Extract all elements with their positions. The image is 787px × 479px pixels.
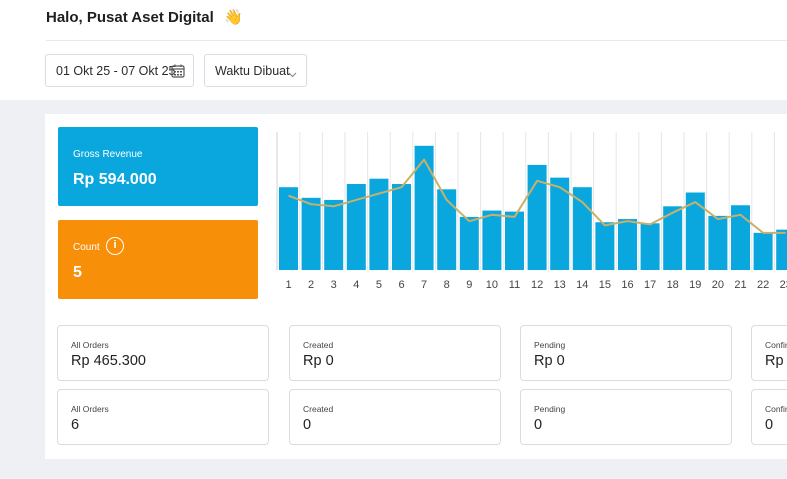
x-tick-label: 13 <box>554 279 566 291</box>
chart-bar[interactable] <box>369 178 389 270</box>
order-summary-card[interactable]: Pending Rp 0 <box>520 325 732 381</box>
order-summary-card[interactable]: All Orders 6 <box>57 389 269 445</box>
gross-revenue-value: Rp 594.000 <box>73 171 157 188</box>
count-label: Count <box>73 242 100 253</box>
order-card-title: Pending <box>534 340 566 350</box>
order-card-title: Created <box>303 404 334 414</box>
order-card-title: All Orders <box>71 404 109 414</box>
page-greeting: Halo, Pusat Aset Digital 👋 <box>46 8 243 26</box>
sort-by-select[interactable]: Waktu Dibuat <box>204 54 307 87</box>
chart-bar[interactable] <box>663 206 683 270</box>
order-card-title: Confir <box>765 404 787 414</box>
x-tick-label: 12 <box>531 279 543 291</box>
x-tick-label: 7 <box>421 279 427 291</box>
chart-bar[interactable] <box>708 215 728 270</box>
chart-bar[interactable] <box>301 197 321 270</box>
x-tick-label: 19 <box>689 279 701 291</box>
order-card-title: Created <box>303 340 334 350</box>
chart-bar[interactable] <box>459 216 479 270</box>
chart-bar[interactable] <box>279 187 298 270</box>
chart-bar[interactable] <box>527 164 547 270</box>
chart-bar[interactable] <box>595 222 615 270</box>
order-summary-card[interactable]: All Orders Rp 465.300 <box>57 325 269 381</box>
x-tick-label: 2 <box>308 279 314 291</box>
x-tick-label: 5 <box>376 279 382 291</box>
info-icon[interactable]: i <box>106 237 124 255</box>
order-card-value: 0 <box>534 417 543 433</box>
calendar-icon[interactable] <box>171 64 185 81</box>
order-summary-card[interactable]: Created 0 <box>289 389 501 445</box>
chart-bar[interactable] <box>346 184 366 270</box>
chart-bar[interactable] <box>324 199 344 270</box>
chart-bar[interactable] <box>618 219 637 270</box>
order-card-value: Rp 0 <box>534 353 565 369</box>
wave-emoji-icon: 👋 <box>223 9 243 26</box>
x-tick-label: 21 <box>734 279 746 291</box>
trend-line <box>288 158 786 234</box>
x-tick-label: 17 <box>644 279 656 291</box>
chart-bar[interactable] <box>731 205 750 270</box>
chart-bar[interactable] <box>414 145 434 270</box>
x-tick-label: 18 <box>667 279 679 291</box>
greeting-text: Halo, Pusat Aset Digital <box>46 9 214 26</box>
order-card-value: Rp <box>765 353 784 369</box>
x-tick-label: 16 <box>621 279 633 291</box>
chart-bar[interactable] <box>640 223 660 270</box>
x-tick-label: 3 <box>331 279 337 291</box>
x-tick-label: 14 <box>576 279 588 291</box>
sort-by-value: Waktu Dibuat <box>215 63 290 78</box>
order-card-value: 0 <box>765 417 774 433</box>
chevron-down-icon <box>288 67 297 81</box>
order-card-title: Pending <box>534 404 566 414</box>
x-tick-label: 8 <box>444 279 450 291</box>
header-divider <box>46 40 787 41</box>
x-tick-label: 6 <box>398 279 404 291</box>
x-tick-label: 9 <box>466 279 472 291</box>
chart-bar[interactable] <box>753 232 773 270</box>
chart-bar[interactable] <box>776 229 787 270</box>
order-card-value: 0 <box>303 417 312 433</box>
x-tick-label: 11 <box>509 279 520 291</box>
date-range-value: 01 Okt 25 - 07 Okt 25 <box>56 63 176 78</box>
chart-bar[interactable] <box>482 210 502 270</box>
order-card-value: Rp 465.300 <box>71 353 146 369</box>
chart-bar[interactable] <box>550 177 570 270</box>
order-card-title: Confir <box>765 340 787 350</box>
chart-bar[interactable] <box>685 192 705 270</box>
x-tick-label: 15 <box>599 279 611 291</box>
chart-bar[interactable] <box>505 211 524 270</box>
gross-revenue-card[interactable]: Gross Revenue i Rp 594.000 <box>58 127 258 290</box>
order-card-value: 6 <box>71 417 80 433</box>
count-value: 5 <box>73 264 82 281</box>
order-summary-card[interactable]: Created Rp 0 <box>289 325 501 381</box>
chart-bar[interactable] <box>437 189 457 270</box>
date-range-picker[interactable]: 01 Okt 25 - 07 Okt 25 <box>45 54 194 87</box>
order-summary-card[interactable]: Confir Rp <box>751 325 787 381</box>
chart-bar[interactable] <box>392 184 411 270</box>
daily-revenue-chart: 1234567891011121314151617181920212223 <box>276 132 787 291</box>
x-tick-label: 22 <box>757 279 769 291</box>
chart-bar[interactable] <box>572 187 592 270</box>
x-tick-label: 10 <box>486 279 498 291</box>
order-summary-card[interactable]: Pending 0 <box>520 389 732 445</box>
count-card[interactable]: Count i 5 <box>58 220 258 299</box>
gross-revenue-label: Gross Revenue <box>73 149 143 160</box>
x-tick-label: 1 <box>285 279 291 291</box>
order-card-value: Rp 0 <box>303 353 334 369</box>
order-summary-card[interactable]: Confir 0 <box>751 389 787 445</box>
x-tick-label: 23 <box>780 279 787 291</box>
x-tick-label: 20 <box>712 279 724 291</box>
x-tick-label: 4 <box>353 279 359 291</box>
order-card-title: All Orders <box>71 340 109 350</box>
